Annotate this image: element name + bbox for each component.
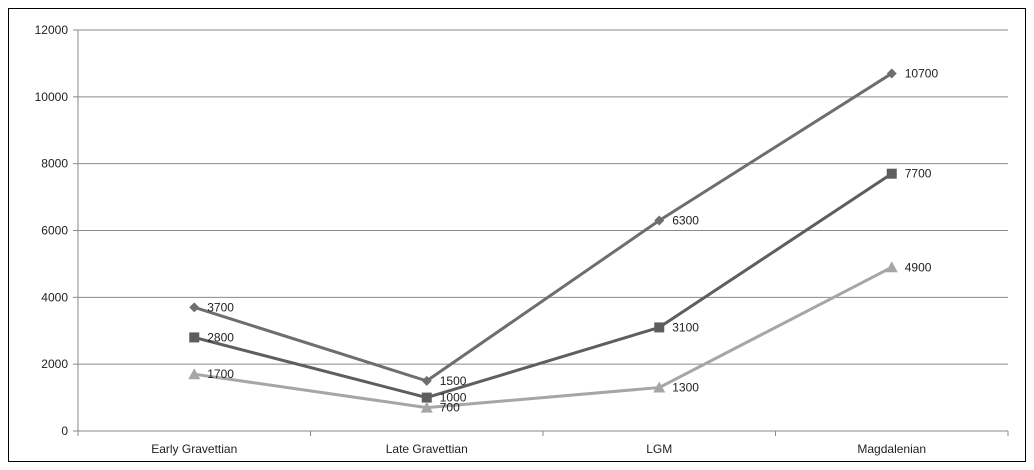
- series-lines: [188, 68, 898, 413]
- gridlines: [78, 29, 1008, 365]
- data-label: 700: [440, 401, 460, 415]
- data-labels: 3700 1500 6300 10700 2800 1000 3100 7700 1700 700…: [207, 66, 938, 414]
- data-label: 1300: [672, 381, 699, 395]
- x-tick-label: Late Gravettian: [386, 442, 468, 456]
- square-marker: [654, 322, 665, 333]
- data-label: 1000: [440, 391, 467, 405]
- diamond-marker: [654, 215, 665, 226]
- y-tick-label: 6000: [41, 224, 68, 238]
- triangle-marker: [653, 381, 666, 393]
- series-line: [193, 72, 893, 383]
- x-tick-label: Magdalenian: [857, 442, 926, 456]
- y-tick-label: 2000: [41, 357, 68, 371]
- data-label: 3100: [672, 320, 699, 334]
- triangle-marker: [420, 401, 433, 413]
- triangle-marker: [188, 368, 201, 380]
- data-label: 10700: [905, 66, 939, 80]
- square-marker: [886, 168, 897, 179]
- y-tick-label: 4000: [41, 290, 68, 304]
- square-marker: [189, 332, 200, 343]
- y-tick-label: 8000: [41, 157, 68, 171]
- data-label: 1500: [440, 374, 467, 388]
- chart-frame: [8, 8, 1026, 462]
- triangle-marker: [885, 261, 898, 273]
- y-axis: 0 2000 4000 6000 8000 10000 12000: [35, 23, 79, 438]
- diamond-marker: [189, 302, 200, 313]
- series-line: [194, 265, 893, 410]
- data-label: 3700: [207, 300, 234, 314]
- series-line: [193, 172, 893, 400]
- y-tick-label: 10000: [35, 90, 69, 104]
- x-axis: Early Gravettian Late Gravettian LGM Magdal…: [77, 430, 1009, 456]
- y-tick-label: 0: [61, 424, 68, 438]
- y-tick-label: 12000: [35, 23, 69, 37]
- x-tick-label: Early Gravettian: [151, 442, 237, 456]
- square-marker: [421, 392, 432, 403]
- diamond-marker: [421, 375, 432, 386]
- data-label: 6300: [672, 213, 699, 227]
- data-label: 2800: [207, 330, 234, 344]
- x-tick-label: LGM: [646, 442, 672, 456]
- diamond-marker: [886, 68, 897, 79]
- data-label: 1700: [207, 367, 234, 381]
- data-label: 4900: [905, 260, 932, 274]
- data-label: 7700: [905, 167, 932, 181]
